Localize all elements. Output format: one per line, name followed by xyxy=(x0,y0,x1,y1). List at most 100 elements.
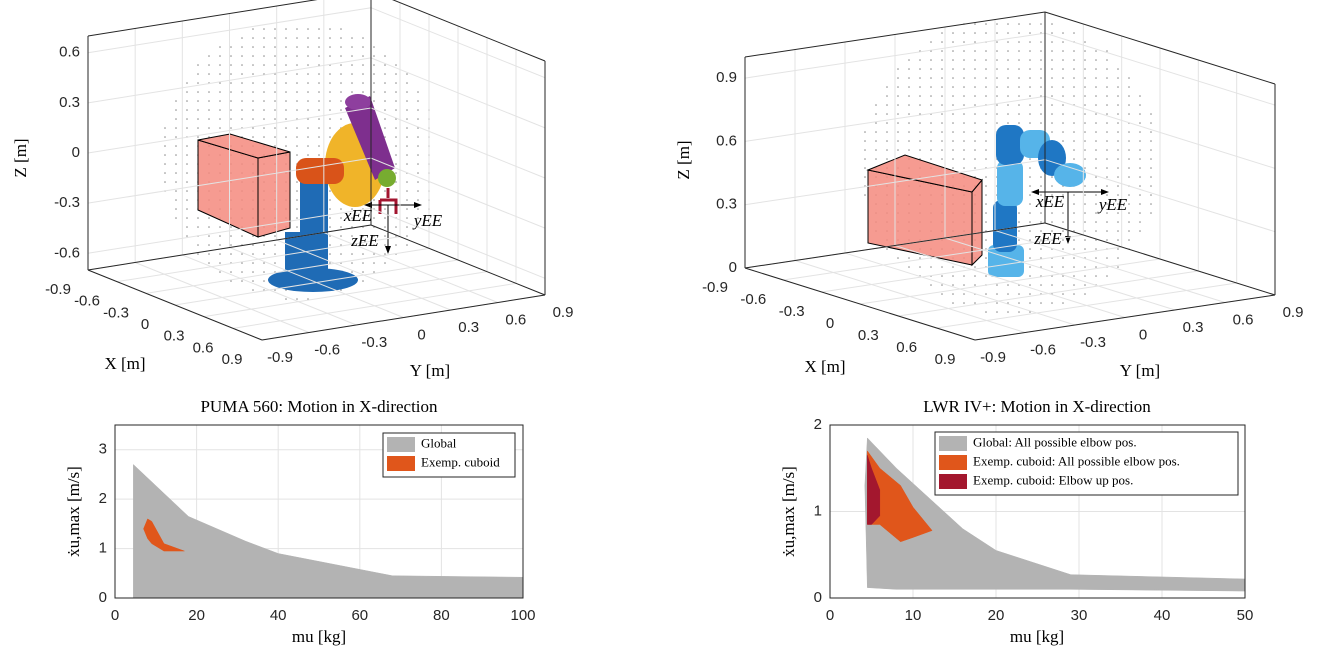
workspace-point xyxy=(1095,212,1097,214)
workspace-point xyxy=(1040,122,1042,124)
workspace-point xyxy=(974,32,976,34)
workspace-point xyxy=(875,104,877,106)
workspace-point xyxy=(996,122,998,124)
workspace-point xyxy=(941,140,943,142)
workspace-point xyxy=(208,91,210,93)
x-tick-label: 0.6 xyxy=(193,339,214,356)
workspace-point xyxy=(274,91,276,93)
workspace-point xyxy=(963,275,965,277)
workspace-point xyxy=(1139,113,1141,115)
workspace-point xyxy=(919,266,921,268)
workspace-point xyxy=(875,122,877,124)
workspace-point xyxy=(274,55,276,57)
workspace-point xyxy=(1018,41,1020,43)
workspace-point xyxy=(351,64,353,66)
workspace-point xyxy=(908,257,910,259)
workspace-point xyxy=(384,253,386,255)
y-tick-label: 2 xyxy=(814,416,822,433)
workspace-point xyxy=(1018,230,1020,232)
workspace-point xyxy=(241,64,243,66)
workspace-point xyxy=(1117,122,1119,124)
z-axis-label: Z [m] xyxy=(674,140,693,179)
workspace-point xyxy=(241,100,243,102)
workspace-point xyxy=(1084,194,1086,196)
workspace-point xyxy=(384,217,386,219)
workspace-point xyxy=(175,181,177,183)
workspace-point xyxy=(1062,122,1064,124)
workspace-point xyxy=(1029,266,1031,268)
workspace-point xyxy=(952,50,954,52)
z-tick-label: 0 xyxy=(729,259,737,276)
workspace-point xyxy=(919,149,921,151)
workspace-point xyxy=(919,122,921,124)
z-tick-label: 0.9 xyxy=(716,69,737,86)
workspace-point xyxy=(1051,131,1053,133)
workspace-point xyxy=(329,109,331,111)
workspace-point xyxy=(952,302,954,304)
workspace-point xyxy=(384,136,386,138)
workspace-point xyxy=(406,154,408,156)
workspace-point xyxy=(296,226,298,228)
chart-title: LWR IV+: Motion in X-direction xyxy=(923,397,1151,416)
frame-annotation: zEE xyxy=(1033,229,1062,248)
workspace-point xyxy=(252,118,254,120)
workspace-point xyxy=(373,199,375,201)
workspace-point xyxy=(175,190,177,192)
x-tick-label: 0 xyxy=(826,315,834,332)
workspace-point xyxy=(208,235,210,237)
workspace-point xyxy=(1084,77,1086,79)
workspace-point xyxy=(963,59,965,61)
workspace-point xyxy=(362,217,364,219)
workspace-point xyxy=(219,109,221,111)
workspace-point xyxy=(941,59,943,61)
workspace-point xyxy=(1117,140,1119,142)
workspace-point xyxy=(1007,23,1009,25)
workspace-point xyxy=(406,199,408,201)
legend-swatch xyxy=(939,455,967,470)
workspace-point xyxy=(1040,284,1042,286)
workspace-point xyxy=(1095,77,1097,79)
grid-line xyxy=(744,159,1046,206)
workspace-point xyxy=(241,253,243,255)
workspace-point xyxy=(930,284,932,286)
workspace-point xyxy=(384,109,386,111)
workspace-point xyxy=(1095,176,1097,178)
workspace-point xyxy=(1139,95,1141,97)
workspace-point xyxy=(897,104,899,106)
workspace-point xyxy=(219,253,221,255)
workspace-point xyxy=(285,46,287,48)
workspace-point xyxy=(1139,167,1141,169)
workspace-point xyxy=(941,32,943,34)
workspace-point xyxy=(186,145,188,147)
workspace-point xyxy=(963,158,965,160)
workspace-point xyxy=(351,262,353,264)
z-tick-label: 0.6 xyxy=(59,44,80,61)
workspace-point xyxy=(406,145,408,147)
workspace-point xyxy=(985,275,987,277)
workspace-point xyxy=(351,91,353,93)
workspace-point xyxy=(1139,140,1141,142)
workspace-point xyxy=(373,244,375,246)
workspace-point xyxy=(1073,221,1075,223)
workspace-point xyxy=(186,163,188,165)
workspace-point xyxy=(230,55,232,57)
workspace-point xyxy=(252,289,254,291)
workspace-point xyxy=(996,59,998,61)
workspace-point xyxy=(1117,221,1119,223)
workspace-point xyxy=(417,163,419,165)
workspace-point xyxy=(1073,140,1075,142)
workspace-point xyxy=(1084,284,1086,286)
plot-frame xyxy=(114,424,524,599)
workspace-point xyxy=(908,140,910,142)
grid-line xyxy=(323,232,499,303)
workspace-point xyxy=(1117,77,1119,79)
workspace-point xyxy=(384,118,386,120)
workspace-point xyxy=(1062,95,1064,97)
axis-edge xyxy=(744,267,976,341)
workspace-point xyxy=(296,82,298,84)
workspace-point xyxy=(908,59,910,61)
workspace-point xyxy=(941,41,943,43)
workspace-point xyxy=(296,64,298,66)
workspace-point xyxy=(963,104,965,106)
workspace-point xyxy=(1073,239,1075,241)
